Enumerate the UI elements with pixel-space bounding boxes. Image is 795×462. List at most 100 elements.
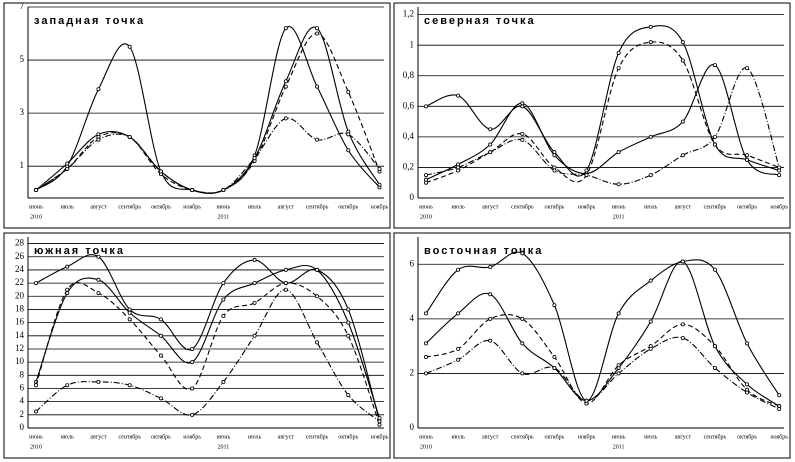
point-marker [221,379,226,384]
point-marker [616,50,621,55]
point-marker [65,287,70,292]
y-tick-label: 6 [410,258,415,268]
y-tick-label: 1 [20,160,25,170]
point-marker [96,277,101,282]
point-marker [616,182,621,187]
point-marker [520,371,525,376]
y-tick-label: 1 [410,39,415,49]
point-marker [190,386,195,391]
y-tick-label: 4 [20,396,25,406]
point-marker [584,398,589,403]
x-tick-label: сентябрь [118,203,141,210]
point-marker [456,267,461,272]
y-tick-label: 4 [410,313,415,323]
point-marker [423,104,428,109]
point-marker [648,134,653,139]
point-marker [488,338,493,343]
point-marker [552,168,557,173]
point-marker [648,40,653,45]
point-marker [127,134,132,139]
point-marker [745,390,750,395]
x-tick-label: июнь [217,204,231,210]
point-marker [158,396,163,401]
x-tick-label: ноябрь [770,433,788,440]
x-tick-label: август [90,204,107,210]
point-marker [745,382,750,387]
point-marker [65,161,70,166]
point-marker [377,416,382,421]
point-marker [377,419,382,424]
point-marker [520,131,525,136]
point-marker [745,153,750,158]
point-marker [252,258,257,263]
y-tick-label: 0 [20,422,25,432]
point-marker [680,58,685,63]
y-tick-label: 26 [15,251,25,261]
x-tick-label: ноябрь [578,433,596,440]
panel-frame [393,232,791,459]
y-tick-label: 28 [15,238,25,248]
point-marker [777,406,782,411]
point-marker [520,251,525,256]
point-marker [488,142,493,147]
x-tick-label: сентябрь [704,433,727,440]
point-marker [127,383,132,388]
point-marker [584,173,589,178]
point-marker [190,346,195,351]
point-marker [488,265,493,270]
point-marker [456,165,461,170]
point-marker [648,346,653,351]
y-tick-label: 2 [410,367,415,377]
x-tick-label: июнь [217,434,231,440]
point-marker [96,137,101,142]
year-label: 2010 [420,444,432,450]
point-marker [158,317,163,322]
y-tick-label: 6 [20,383,25,393]
point-marker [346,393,351,398]
x-tick-label: сентябрь [511,203,534,210]
point-marker [158,333,163,338]
x-tick-label: август [278,204,295,210]
panel-title: восточная точка [424,245,543,257]
point-marker [252,300,257,305]
point-marker [221,281,226,286]
x-tick-label: ноябрь [183,203,201,210]
point-marker [346,320,351,325]
point-marker [346,89,351,94]
x-tick-label: ноябрь [578,203,596,210]
point-marker [158,169,163,174]
point-marker [648,173,653,178]
series-line [425,336,780,410]
x-tick-label: июль [248,434,262,440]
point-marker [648,278,653,283]
x-tick-label: октябрь [737,433,757,440]
point-marker [315,137,320,142]
point-marker [712,134,717,139]
year-label: 2010 [30,214,42,220]
point-marker [680,119,685,124]
point-marker [616,66,621,71]
point-marker [712,267,717,272]
point-marker [65,383,70,388]
x-tick-label: сентябрь [306,433,329,440]
point-marker [423,180,428,185]
panel-title: южная точка [34,245,125,257]
point-marker [315,31,320,36]
point-marker [190,412,195,417]
y-tick-label: 2 [20,409,25,419]
point-marker [283,26,288,31]
point-marker [346,148,351,153]
point-marker [315,294,320,299]
year-label: 2011 [613,444,625,450]
point-marker [777,173,782,178]
y-tick-label: 0,4 [403,131,415,141]
x-tick-label: июнь [419,204,433,210]
point-marker [616,311,621,316]
point-marker [346,333,351,338]
point-marker [777,393,782,398]
y-tick-label: 5 [20,54,25,64]
point-marker [96,87,101,92]
point-marker [34,383,39,388]
y-tick-label: 16 [15,317,25,327]
